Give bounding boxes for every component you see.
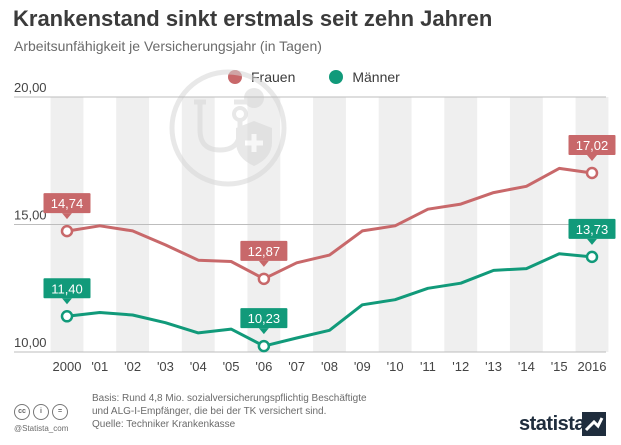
legend-item-maenner: Männer	[329, 69, 400, 85]
data-label: 14,74	[51, 196, 84, 211]
x-tick-label: '13	[485, 359, 502, 374]
x-tick-label: '15	[551, 359, 568, 374]
x-tick-label: '08	[321, 359, 338, 374]
x-tick-label: '09	[354, 359, 371, 374]
data-labels: 14,74 12,87 17,02 11,40 10,23 13,73	[43, 134, 616, 335]
chart-title: Krankenstand sinkt erstmals seit zehn Ja…	[13, 6, 493, 31]
source-note: Quelle: Techniker Krankenkasse	[92, 419, 236, 430]
basis-note-line1: Basis: Rund 4,8 Mio. sozialversicherungs…	[92, 393, 367, 404]
attribution-icon: i	[33, 404, 49, 420]
data-label: 12,87	[248, 244, 281, 259]
x-tick-label: '07	[288, 359, 305, 374]
chart-subtitle: Arbeitsunfähigkeit je Versicherungsjahr …	[14, 38, 322, 54]
cc-icon: cc	[14, 404, 30, 420]
y-axis: 10,00 15,00 20,00	[14, 80, 47, 350]
y-tick-label: 15,00	[14, 208, 47, 223]
data-label-pointer	[62, 298, 72, 305]
x-tick-label: 2016	[578, 359, 607, 374]
grid	[14, 96, 606, 353]
data-label-pointer	[258, 328, 269, 335]
series-line-0	[66, 166, 593, 281]
stethoscope-shield-icon	[169, 69, 287, 187]
series-line-1	[66, 252, 593, 348]
x-axis: 2000 '01 '02 '03 '04 '05 '06 '07 '08 '09 '10 '11 '12…	[53, 359, 607, 374]
data-point	[257, 339, 271, 353]
data-label: 10,23	[248, 311, 281, 326]
x-tick-label: '06	[255, 359, 272, 374]
x-tick-label: '14	[518, 359, 535, 374]
x-tick-label: '01	[91, 359, 108, 374]
data-point	[60, 224, 74, 238]
data-label-pointer	[62, 213, 72, 220]
series-markers	[60, 166, 599, 353]
legend-label-maenner: Männer	[352, 69, 400, 85]
x-tick-label: 2000	[53, 359, 82, 374]
x-tick-label: '05	[223, 359, 240, 374]
data-point	[585, 166, 599, 180]
data-label-box	[568, 134, 616, 155]
x-tick-label: '11	[420, 359, 436, 374]
footer-notes: Basis: Rund 4,8 Mio. sozialversicherungs…	[92, 392, 367, 431]
brand-logo-text: statista	[519, 413, 586, 435]
data-label-pointer	[587, 154, 597, 161]
data-label-box	[43, 278, 91, 299]
data-label-pointer	[258, 260, 269, 267]
statista-credit: @Statista_com	[14, 424, 69, 433]
data-point	[257, 272, 271, 286]
x-tick-label: '03	[157, 359, 174, 374]
data-label-box	[240, 240, 288, 261]
data-label-box	[240, 308, 288, 329]
data-label: 13,73	[576, 222, 609, 237]
data-label-pointer	[587, 238, 597, 245]
series-lines	[66, 166, 593, 348]
statista-logo-icon	[582, 412, 606, 436]
data-label: 11,40	[51, 281, 83, 296]
license-icons: cc i =	[14, 404, 71, 420]
data-point	[60, 310, 74, 323]
y-tick-label: 20,00	[14, 80, 47, 95]
data-label-box	[568, 218, 616, 239]
basis-note-line2: und ALG-I-Empfänger, die bei der TK vers…	[92, 406, 327, 417]
no-derivatives-icon: =	[52, 404, 68, 420]
x-tick-label: '12	[452, 359, 469, 374]
data-point	[585, 250, 599, 264]
x-tick-label: '10	[387, 359, 404, 374]
data-label: 17,02	[576, 138, 609, 153]
legend-dot-maenner	[329, 70, 344, 84]
x-tick-label: '02	[124, 359, 141, 374]
x-tick-label: '04	[190, 359, 207, 374]
data-label-box	[43, 193, 91, 214]
y-tick-label: 10,00	[14, 335, 47, 350]
